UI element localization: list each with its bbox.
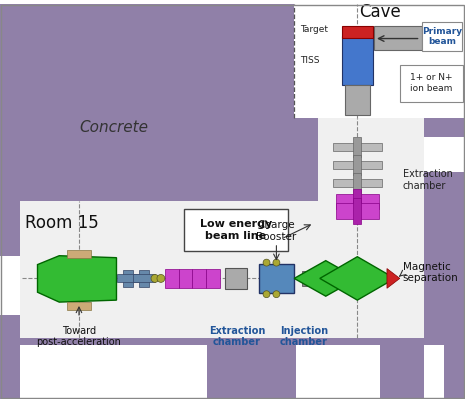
Polygon shape [139,270,149,287]
Text: Target: Target [300,25,328,34]
Polygon shape [353,155,361,175]
Text: 1+ or N+
ion beam: 1+ or N+ ion beam [410,73,453,93]
Polygon shape [294,261,357,296]
Polygon shape [387,268,400,288]
Polygon shape [193,268,206,288]
Text: Concrete: Concrete [79,120,148,135]
Text: Low energy
beam line: Low energy beam line [200,219,272,241]
Polygon shape [38,256,116,302]
Polygon shape [333,143,382,151]
Polygon shape [380,338,424,399]
Circle shape [151,274,159,282]
Polygon shape [318,118,400,216]
Polygon shape [353,173,361,192]
Circle shape [263,259,270,266]
Polygon shape [67,250,91,258]
Polygon shape [302,270,310,286]
Polygon shape [206,268,220,288]
Polygon shape [179,268,193,288]
Polygon shape [123,270,133,287]
Text: Extraction
chamber: Extraction chamber [403,169,453,190]
Polygon shape [333,179,382,187]
Polygon shape [281,4,465,344]
Polygon shape [117,274,139,282]
FancyBboxPatch shape [400,65,463,102]
Circle shape [273,291,280,298]
Polygon shape [165,268,179,288]
Polygon shape [225,268,247,289]
Text: Charge
Booster: Charge Booster [256,220,297,242]
Polygon shape [353,188,361,214]
Polygon shape [259,264,294,293]
Text: Magnetic
separation: Magnetic separation [403,262,458,283]
FancyBboxPatch shape [184,209,288,251]
Circle shape [157,274,165,282]
FancyBboxPatch shape [422,22,462,51]
Polygon shape [133,274,155,282]
Polygon shape [67,302,91,310]
Text: Injection
chamber: Injection chamber [280,326,328,347]
Polygon shape [333,161,382,169]
Polygon shape [207,338,296,399]
Polygon shape [341,26,373,38]
Polygon shape [341,36,373,85]
Polygon shape [353,198,361,224]
Polygon shape [353,137,361,157]
Polygon shape [444,338,465,399]
Text: Toward
post-acceleration: Toward post-acceleration [37,326,122,347]
Polygon shape [320,257,395,300]
Polygon shape [0,315,94,399]
Polygon shape [336,194,379,209]
Polygon shape [20,118,424,338]
Polygon shape [313,270,321,286]
Polygon shape [336,203,379,219]
Circle shape [273,259,280,266]
Text: TISS: TISS [300,56,320,65]
Text: Room 15: Room 15 [24,214,98,232]
Text: Cave: Cave [359,3,401,21]
Circle shape [263,291,270,298]
Text: Extraction
chamber: Extraction chamber [209,326,265,347]
Polygon shape [344,85,370,114]
Polygon shape [294,4,465,118]
Polygon shape [0,4,281,344]
Polygon shape [374,26,422,50]
Text: Primary
beam: Primary beam [422,27,463,46]
